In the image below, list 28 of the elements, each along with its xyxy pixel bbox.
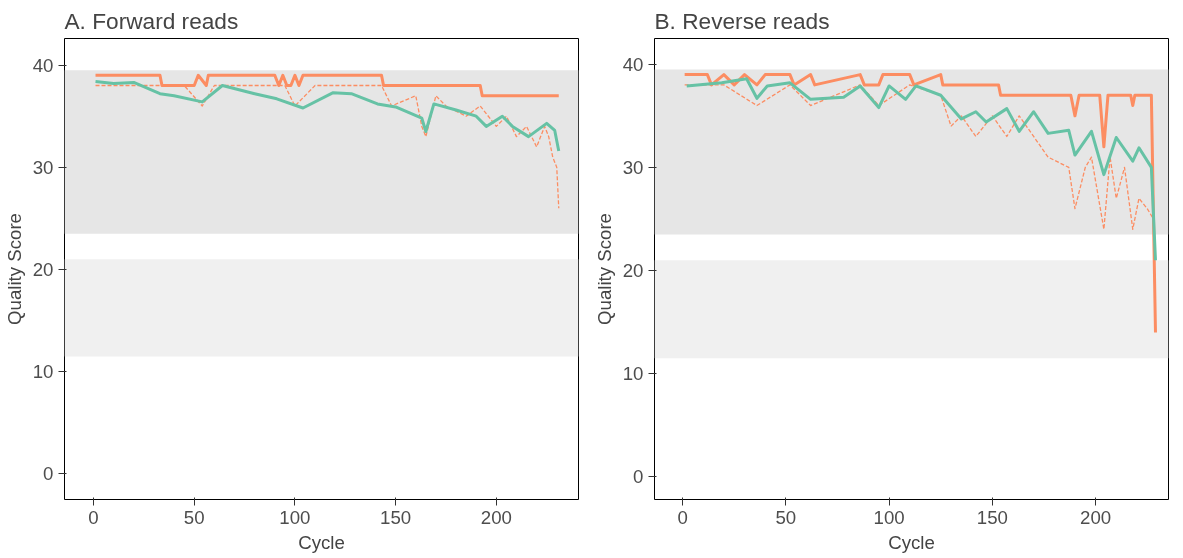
x-tick-label: 50 [183, 506, 205, 528]
y-tick-label: 0 [43, 463, 54, 485]
y-tick-label: 30 [32, 156, 54, 178]
y-axis-title: Quality Score [3, 213, 25, 325]
y-tick-label: 30 [622, 156, 644, 178]
chart-title: A. Forward reads [64, 7, 239, 34]
y-tick-label: 20 [622, 260, 644, 282]
x-tick-label: 150 [976, 506, 1008, 528]
y-tick-label: 10 [622, 363, 644, 385]
y-axis-title: Quality Score [593, 213, 615, 325]
x-tick-label: 0 [677, 506, 688, 528]
chart-title: B. Reverse reads [654, 7, 830, 34]
x-axis-title: Cycle [298, 531, 345, 553]
x-tick-label: 200 [480, 506, 512, 528]
x-tick-label: 200 [1080, 506, 1112, 528]
x-tick-label: 0 [88, 506, 99, 528]
x-tick-label: 100 [873, 506, 905, 528]
y-tick-label: 0 [633, 466, 644, 488]
line-series [94, 79, 561, 153]
y-tick-label: 40 [32, 54, 54, 76]
x-tick-label: 100 [279, 506, 311, 528]
x-axis-title: Cycle [888, 531, 935, 553]
y-tick-label: 10 [32, 361, 54, 383]
x-tick-label: 150 [380, 506, 412, 528]
y-tick-label: 20 [32, 259, 54, 281]
y-tick-label: 40 [622, 53, 644, 75]
line-series [685, 77, 1157, 262]
x-tick-label: 50 [775, 506, 797, 528]
